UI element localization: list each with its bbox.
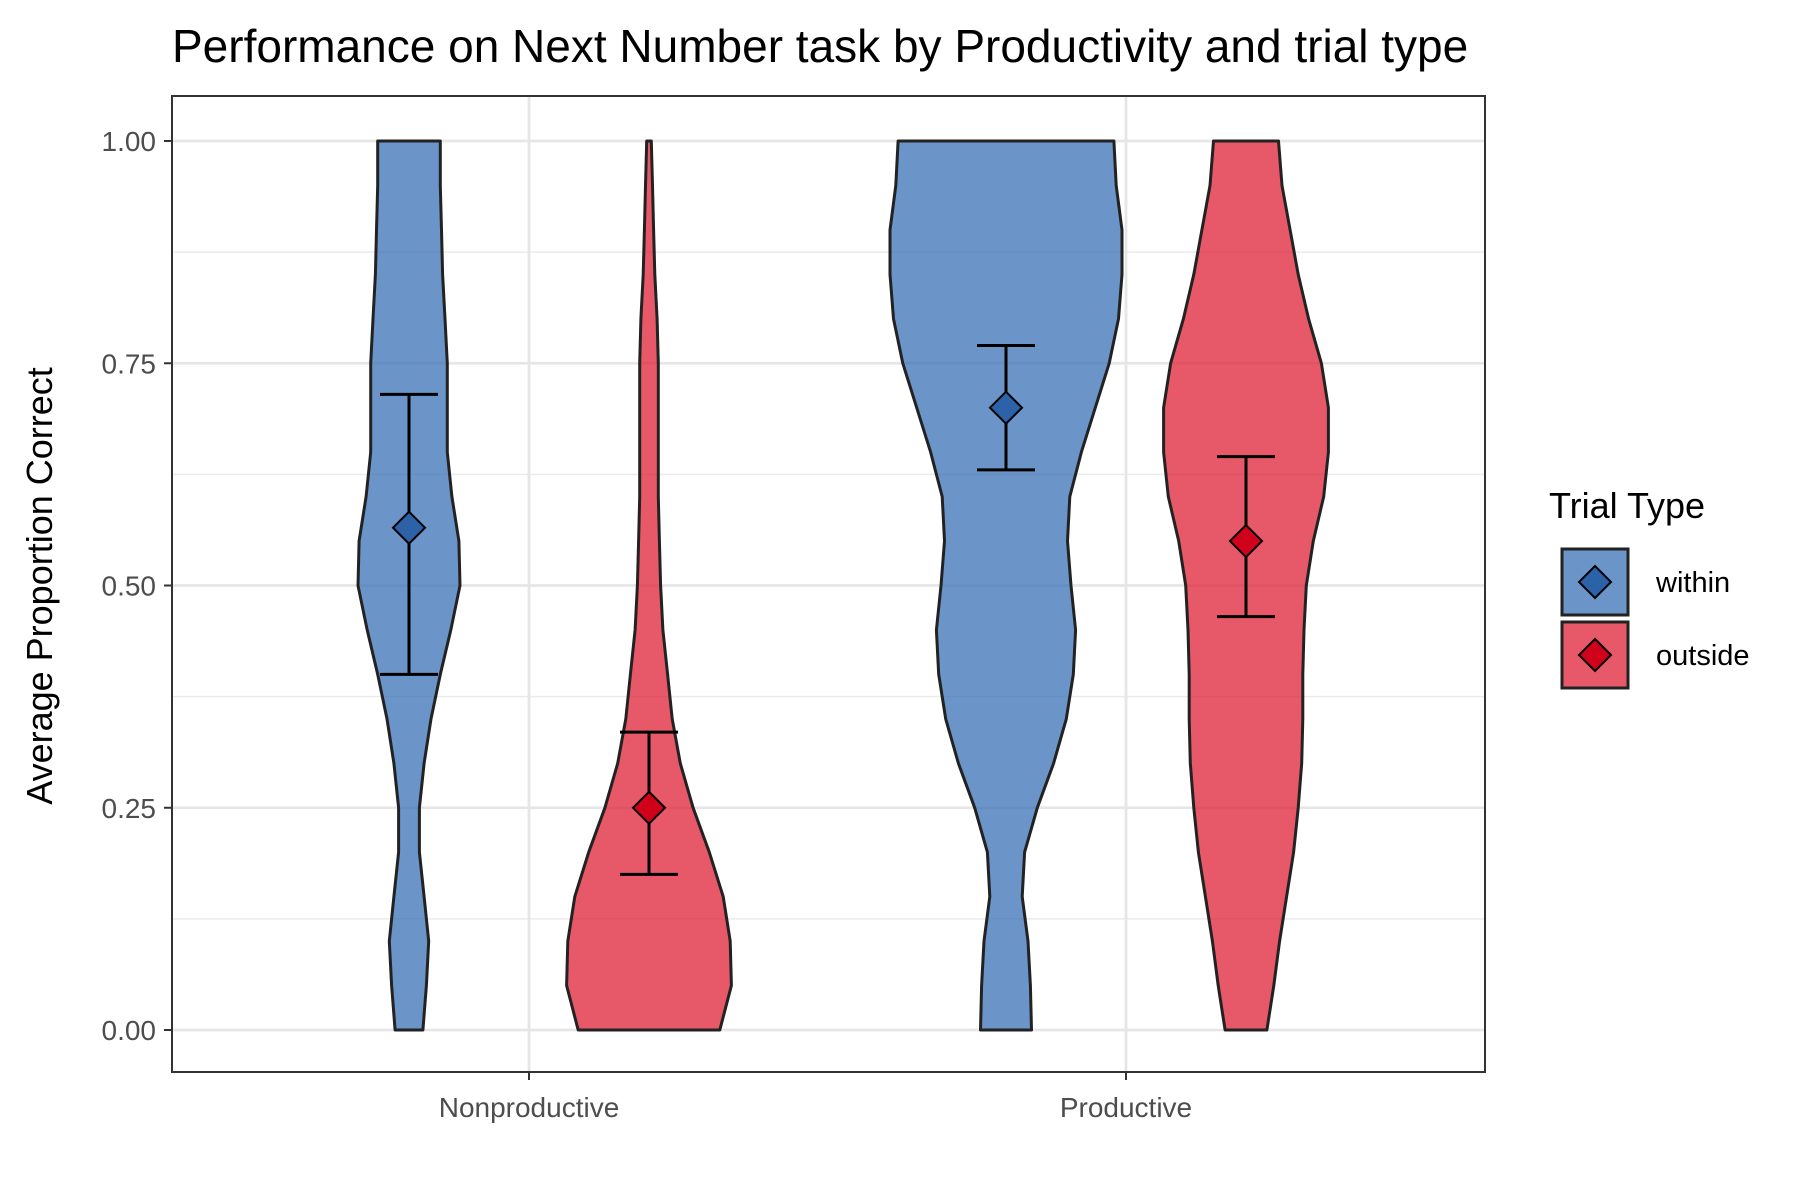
legend-item-within: within bbox=[1560, 547, 1730, 617]
y-tick-label: 0.00 bbox=[102, 1015, 157, 1046]
y-tick-label: 1.00 bbox=[102, 126, 157, 157]
legend-label-within: within bbox=[1655, 567, 1730, 599]
mean-point-within-productive bbox=[988, 390, 1024, 426]
x-tick-label-nonproductive: Nonproductive bbox=[439, 1092, 620, 1123]
chart-title: Performance on Next Number task by Produ… bbox=[172, 20, 1468, 72]
legend: Trial Type within outside bbox=[1549, 485, 1750, 690]
legend-title: Trial Type bbox=[1549, 485, 1705, 526]
legend-label-outside: outside bbox=[1656, 640, 1750, 672]
legend-item-outside: outside bbox=[1560, 620, 1750, 690]
x-tick-label-productive: Productive bbox=[1060, 1092, 1192, 1123]
mean-point-within-nonproductive bbox=[391, 510, 427, 546]
y-tick-label: 0.50 bbox=[102, 571, 157, 602]
mean-point-outside-nonproductive bbox=[631, 790, 667, 826]
y-tick-label: 0.75 bbox=[102, 348, 157, 379]
mean-point-outside-productive bbox=[1228, 523, 1264, 559]
violin-within-productive bbox=[888, 139, 1124, 1032]
axis-layer: 0.00 0.25 0.50 0.75 1.00 Nonproductive Product… bbox=[102, 95, 1486, 1123]
legend-diamond-icon bbox=[1577, 564, 1613, 600]
y-axis-title: Average Proportion Correct bbox=[19, 367, 60, 805]
violin-outside-nonproductive bbox=[565, 139, 733, 1032]
legend-diamond-icon bbox=[1577, 637, 1613, 673]
panel-border bbox=[171, 95, 1486, 1073]
y-tick-label: 0.25 bbox=[102, 793, 157, 824]
summary-layer bbox=[380, 343, 1275, 876]
